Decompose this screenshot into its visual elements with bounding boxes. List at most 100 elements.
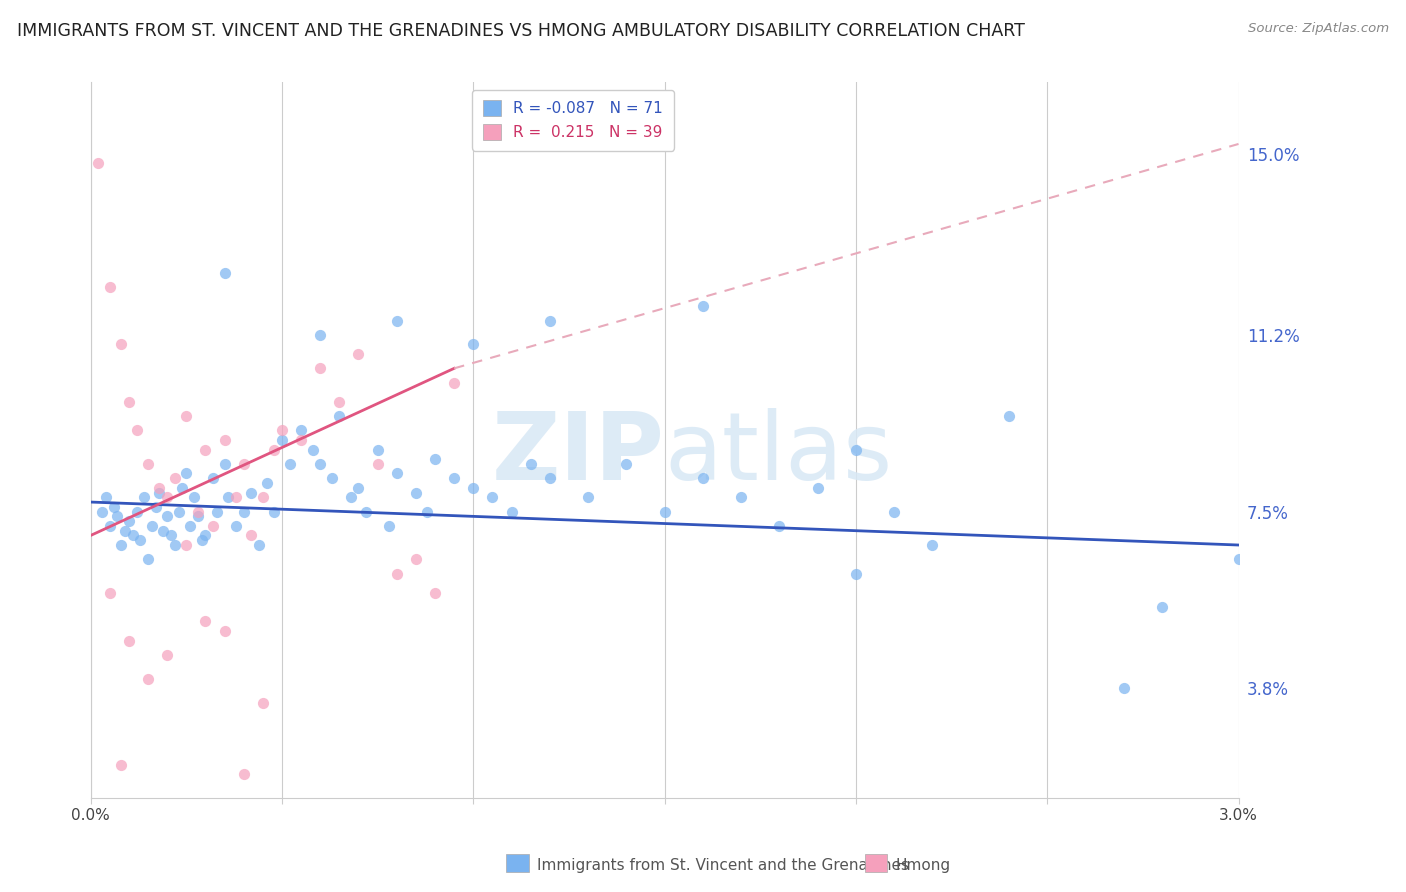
Point — [129, 533, 152, 548]
Point — [278, 457, 301, 471]
Point — [252, 490, 274, 504]
Point — [205, 505, 228, 519]
Point — [114, 524, 136, 538]
Point — [443, 376, 465, 390]
Point — [98, 586, 121, 600]
Point — [501, 505, 523, 519]
Point — [463, 481, 485, 495]
Text: Immigrants from St. Vincent and the Grenadines: Immigrants from St. Vincent and the Gren… — [537, 858, 910, 872]
Point — [883, 505, 905, 519]
Point — [256, 475, 278, 490]
Point — [225, 519, 247, 533]
Point — [290, 433, 312, 447]
Point — [98, 280, 121, 294]
Point — [103, 500, 125, 514]
Point — [110, 337, 132, 351]
Point — [136, 552, 159, 566]
Text: IMMIGRANTS FROM ST. VINCENT AND THE GRENADINES VS HMONG AMBULATORY DISABILITY CO: IMMIGRANTS FROM ST. VINCENT AND THE GREN… — [17, 22, 1025, 40]
Point — [232, 505, 254, 519]
Point — [240, 528, 263, 542]
Point — [347, 481, 370, 495]
Text: Hmong: Hmong — [896, 858, 950, 872]
Point — [654, 505, 676, 519]
Point — [263, 505, 285, 519]
Point — [845, 566, 868, 581]
Point — [156, 648, 179, 662]
Point — [519, 457, 541, 471]
Point — [481, 490, 503, 504]
Point — [309, 457, 332, 471]
Point — [214, 624, 236, 638]
Point — [367, 457, 389, 471]
Point — [1227, 552, 1250, 566]
Point — [692, 299, 714, 313]
Point — [247, 538, 270, 552]
Point — [160, 528, 183, 542]
Point — [202, 519, 225, 533]
Point — [730, 490, 752, 504]
Point — [134, 490, 156, 504]
Point — [405, 485, 427, 500]
Point — [174, 538, 197, 552]
Point — [1150, 600, 1173, 615]
Point — [94, 490, 117, 504]
Point — [845, 442, 868, 457]
Point — [152, 524, 174, 538]
Point — [921, 538, 943, 552]
Point — [321, 471, 343, 485]
Point — [187, 505, 209, 519]
Point — [194, 528, 217, 542]
Point — [354, 505, 377, 519]
Point — [190, 533, 212, 548]
Point — [347, 347, 370, 361]
Point — [328, 409, 350, 423]
Point — [423, 586, 446, 600]
Point — [423, 452, 446, 467]
Point — [614, 457, 637, 471]
Point — [148, 481, 170, 495]
Legend: R = -0.087   N = 71, R =  0.215   N = 39: R = -0.087 N = 71, R = 0.215 N = 39 — [472, 89, 673, 151]
Point — [118, 633, 141, 648]
Point — [148, 485, 170, 500]
Point — [194, 442, 217, 457]
Point — [118, 394, 141, 409]
Point — [118, 514, 141, 528]
Point — [1112, 681, 1135, 696]
Point — [692, 471, 714, 485]
Point — [367, 442, 389, 457]
Point — [240, 485, 263, 500]
Point — [156, 490, 179, 504]
Point — [194, 615, 217, 629]
Point — [125, 505, 148, 519]
Point — [225, 490, 247, 504]
Point — [538, 471, 561, 485]
Point — [301, 442, 323, 457]
Point — [87, 156, 110, 170]
Point — [183, 490, 205, 504]
Point — [263, 442, 285, 457]
Point — [163, 538, 186, 552]
Point — [156, 509, 179, 524]
Point — [443, 471, 465, 485]
Point — [202, 471, 225, 485]
Point — [167, 505, 190, 519]
Point — [807, 481, 830, 495]
Point — [328, 394, 350, 409]
Point — [214, 433, 236, 447]
Point — [174, 409, 197, 423]
Text: Source: ZipAtlas.com: Source: ZipAtlas.com — [1249, 22, 1389, 36]
Point — [174, 467, 197, 481]
Point — [252, 696, 274, 710]
Point — [309, 361, 332, 376]
Point — [768, 519, 790, 533]
Point — [385, 467, 408, 481]
Point — [271, 433, 294, 447]
Point — [416, 505, 439, 519]
Point — [125, 424, 148, 438]
Point — [214, 457, 236, 471]
Point — [385, 566, 408, 581]
Point — [110, 538, 132, 552]
Text: ZIP: ZIP — [492, 409, 665, 500]
Point — [145, 500, 167, 514]
Point — [105, 509, 128, 524]
